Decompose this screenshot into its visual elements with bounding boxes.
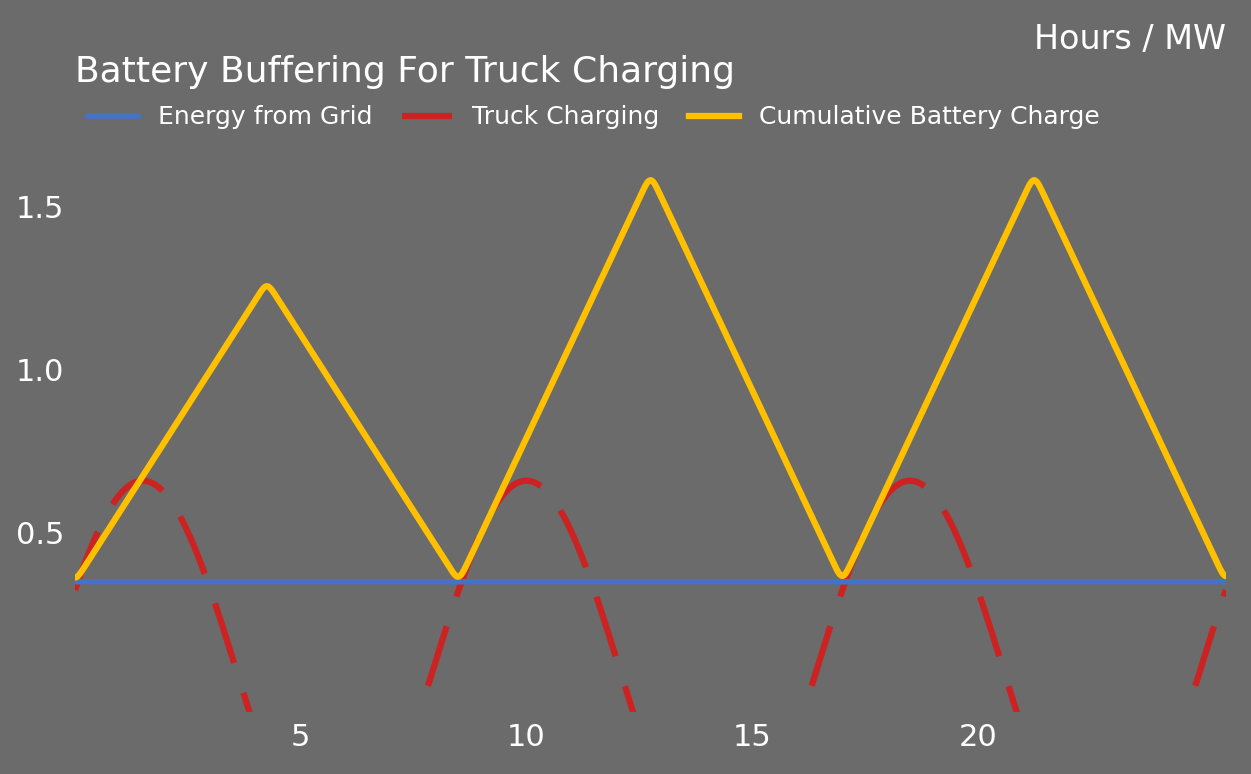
Text: Battery Buffering For Truck Charging: Battery Buffering For Truck Charging [75,55,736,89]
Legend: Energy from Grid, Truck Charging, Cumulative Battery Charge: Energy from Grid, Truck Charging, Cumula… [88,105,1100,129]
Text: Hours / MW: Hours / MW [1035,22,1226,56]
